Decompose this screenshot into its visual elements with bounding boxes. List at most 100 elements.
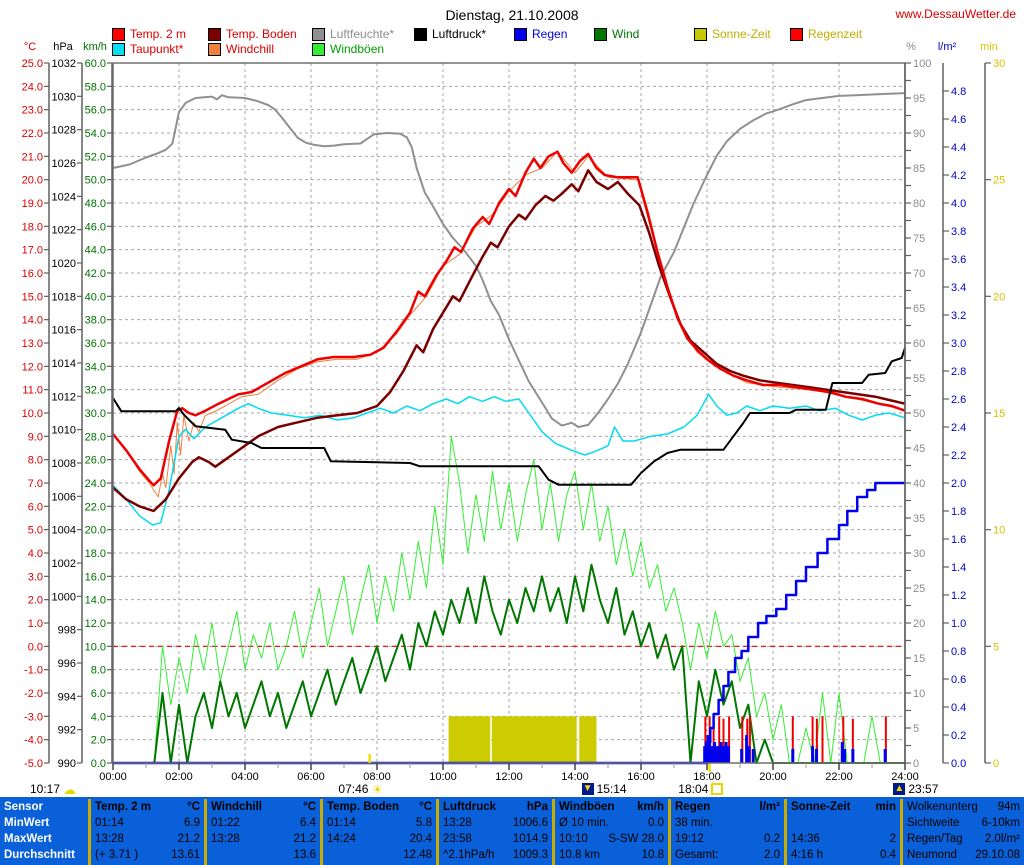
stats-table: Sensor MinWert MaxWert Durchschnitt Temp. 2 …: [0, 797, 1024, 865]
legend-swatch-icon: [208, 28, 221, 41]
legend-swatch-icon: [112, 43, 125, 56]
table-cell: 0.4: [880, 849, 896, 861]
legend-label: Temp. 2 m: [130, 27, 187, 41]
table-cell: 2: [889, 833, 896, 845]
svg-text:15: 15: [993, 408, 1005, 420]
legend-item-sonne-zeit: Sonne-Zeit: [694, 27, 790, 42]
svg-text:1006: 1006: [52, 491, 76, 503]
legend-swatch-icon: [112, 28, 125, 41]
svg-text:2.4: 2.4: [951, 422, 966, 434]
svg-text:1020: 1020: [52, 258, 76, 270]
svg-text:30: 30: [993, 58, 1005, 70]
svg-text:1.0: 1.0: [951, 618, 966, 630]
svg-text:1026: 1026: [52, 158, 76, 170]
svg-text:-3.0: -3.0: [24, 711, 43, 723]
svg-text:hPa: hPa: [53, 41, 73, 53]
legend-item-temp-boden: Temp. Boden: [208, 27, 312, 42]
svg-text:1.4: 1.4: [951, 562, 966, 574]
table-cell: ^2.1hPa/h: [443, 849, 495, 861]
svg-text:1012: 1012: [52, 391, 76, 403]
svg-text:3.0: 3.0: [28, 571, 43, 583]
svg-text:-1.0: -1.0: [24, 665, 43, 677]
legend-item-windb-en: Windböen: [312, 42, 414, 57]
svg-text:4.8: 4.8: [951, 86, 966, 98]
svg-text:6.0: 6.0: [28, 501, 43, 513]
svg-text:0: 0: [993, 758, 999, 770]
svg-text:12.0: 12.0: [85, 618, 106, 630]
svg-text:16.0: 16.0: [85, 571, 106, 583]
table-info-column: Wolkenunterg 94m Sichtweite 6-10km Regen/Tag…: [900, 799, 1024, 865]
svg-text:35: 35: [913, 513, 925, 525]
svg-text:10: 10: [993, 525, 1005, 537]
legend-label: Luftdruck*: [432, 27, 487, 41]
legend-label: Regen: [532, 27, 568, 41]
svg-text:7.0: 7.0: [28, 478, 43, 490]
legend-label: Wind: [612, 27, 640, 41]
svg-text:14.0: 14.0: [85, 595, 106, 607]
table-cell: 0.0: [648, 817, 664, 829]
table-cell: 38 min.: [675, 817, 713, 829]
svg-text:18:00: 18:00: [693, 771, 721, 782]
svg-text:9.0: 9.0: [28, 431, 43, 443]
weather-chart: °C 25.0 24.0 23.0 22.0 21.0 20.0 19.0 18.0 17.0 16…: [22, 41, 1006, 782]
table-cell: MaxWert: [4, 833, 52, 845]
legend-swatch-icon: [312, 28, 325, 41]
svg-text:4.0: 4.0: [951, 198, 966, 210]
svg-text:3.6: 3.6: [951, 254, 966, 266]
svg-text:55: 55: [913, 373, 925, 385]
legend: Temp. 2 m Temp. Boden Luftfeuchte* Luftdruc…: [112, 27, 880, 57]
svg-text:1004: 1004: [52, 525, 76, 537]
legend-item-taupunkt-: Taupunkt*: [112, 42, 208, 57]
sun-icon: ☀: [371, 781, 384, 797]
svg-text:3.0: 3.0: [951, 338, 966, 350]
table-cell: 13:28: [211, 833, 240, 845]
table-cell: Windböen: [559, 801, 615, 813]
svg-text:75: 75: [913, 233, 925, 245]
table-cell: 19:12: [675, 833, 704, 845]
svg-text:18.0: 18.0: [22, 221, 43, 233]
svg-text:20: 20: [993, 291, 1005, 303]
svg-text:100: 100: [913, 58, 931, 70]
svg-text:70: 70: [913, 268, 925, 280]
svg-text:34.0: 34.0: [85, 361, 106, 373]
table-cell: l/m²: [759, 801, 780, 813]
svg-text:3.2: 3.2: [951, 310, 966, 322]
svg-text:52.0: 52.0: [85, 151, 106, 163]
legend-label: Sonne-Zeit: [712, 27, 771, 41]
svg-text:2.2: 2.2: [951, 450, 966, 462]
legend-swatch-icon: [414, 28, 427, 41]
table-column-regen: Regen l/m² 38 min. 19:12 0.2 Gesamt: 2.0: [668, 799, 784, 865]
svg-text:04:00: 04:00: [231, 771, 259, 782]
svg-text:13.0: 13.0: [22, 338, 43, 350]
svg-text:85: 85: [913, 163, 925, 175]
legend-label: Luftfeuchte*: [330, 27, 395, 41]
table-cell: 1009.3: [512, 849, 548, 861]
svg-text:19.0: 19.0: [22, 198, 43, 210]
svg-text:16.0: 16.0: [22, 268, 43, 280]
svg-text:20.0: 20.0: [22, 175, 43, 187]
svg-text:2.8: 2.8: [951, 366, 966, 378]
table-cell: Regen/Tag: [907, 833, 963, 845]
svg-text:44.0: 44.0: [85, 245, 106, 257]
svg-text:2.0: 2.0: [91, 735, 106, 747]
table-cell: 2.0l/m²: [984, 833, 1020, 845]
table-column-luftdruck: Luftdruck hPa 13:28 1006.6 23:58 1014.9 ^2.1hP…: [436, 799, 552, 865]
sunset-icon: [711, 783, 724, 795]
table-cell: °C: [419, 801, 432, 813]
svg-text:1016: 1016: [52, 325, 76, 337]
svg-text:5: 5: [913, 723, 919, 735]
table-cell: 5.8: [416, 817, 432, 829]
table-column-temp-boden: Temp. Boden °C 01:14 5.8 14:24 20.4 12.48: [320, 799, 436, 865]
svg-text:-2.0: -2.0: [24, 688, 43, 700]
svg-text:00:00: 00:00: [99, 771, 127, 782]
table-cell: 20.4: [409, 833, 432, 845]
table-cell: 13.6: [293, 849, 316, 861]
svg-text:5.0: 5.0: [28, 525, 43, 537]
website-link[interactable]: www.DessauWetter.de: [895, 7, 1017, 21]
table-column-sonne-zeit: Sonne-Zeit min 14:36 2 4:16 h 0.4: [784, 799, 900, 865]
svg-text:11.0: 11.0: [22, 385, 43, 397]
svg-text:3.4: 3.4: [951, 282, 966, 294]
svg-text:0.2: 0.2: [951, 730, 966, 742]
svg-text:18.0: 18.0: [85, 548, 106, 560]
table-cell: 23:58: [443, 833, 472, 845]
